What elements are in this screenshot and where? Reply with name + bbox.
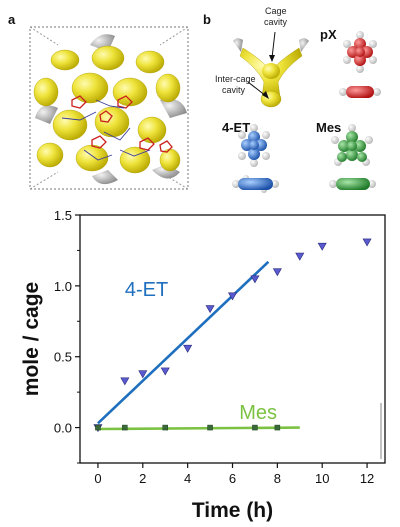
data-point-4et xyxy=(120,377,130,386)
data-point-mes xyxy=(252,424,258,431)
data-point-mes xyxy=(207,424,213,431)
fit-line-4et xyxy=(97,260,270,425)
data-point-mes xyxy=(274,424,281,431)
data-point-4et xyxy=(362,238,372,247)
intercage-cavity-label-line1: Inter-cage xyxy=(215,74,256,84)
x-tick-label: 12 xyxy=(360,471,374,486)
data-point-mes xyxy=(162,424,168,431)
y-tick-label: 1.0 xyxy=(54,279,72,294)
intercage-cavity-label-line2: cavity xyxy=(222,85,246,95)
data-point-4et xyxy=(317,242,327,251)
x-tick-label: 0 xyxy=(94,471,101,486)
data-point-mes xyxy=(95,424,101,431)
adsorption-chart: 0 2 4 6 8 10 12 0.0 0.5 1.0 1.5 Time (h) mole / ca… xyxy=(20,208,386,522)
cage-cavity-label-line1: Cage xyxy=(265,6,287,16)
data-point-4et xyxy=(227,292,238,301)
y-tick-label: 0.5 xyxy=(54,350,72,365)
mes-molecule-image xyxy=(329,124,376,190)
data-point-4et xyxy=(160,367,170,376)
et-molecule-image xyxy=(232,124,279,193)
data-point-4et xyxy=(250,275,260,284)
panel-label-b: b xyxy=(203,12,211,27)
data-point-4et xyxy=(272,268,282,277)
data-point-4et xyxy=(205,305,215,314)
data-point-4et xyxy=(138,370,148,379)
fit-line-mes xyxy=(97,426,300,431)
data-point-4et xyxy=(295,252,305,261)
molecule-label-px: pX xyxy=(320,27,337,42)
data-point-mes xyxy=(122,424,128,431)
molecule-label-mes: Mes xyxy=(316,120,341,135)
x-tick-label: 8 xyxy=(274,471,281,486)
px-molecule-image xyxy=(339,31,381,98)
y-axis-title: mole / cage xyxy=(20,282,43,396)
series-label-mes: Mes xyxy=(239,402,277,424)
series-label-4et: 4-ET xyxy=(125,279,168,301)
x-tick-label: 6 xyxy=(229,471,236,486)
cage-cavity-label-line2: cavity xyxy=(264,17,288,27)
panel-label-a: a xyxy=(8,12,16,27)
cage-structure-image xyxy=(29,26,189,190)
x-tick-label: 10 xyxy=(315,471,329,486)
cavity-schematic xyxy=(233,31,309,108)
x-tick-label: 4 xyxy=(184,471,191,486)
data-point-4et xyxy=(183,344,193,353)
x-axis-title: Time (h) xyxy=(192,499,273,522)
y-tick-label: 0.0 xyxy=(54,421,72,436)
y-tick-label: 1.5 xyxy=(54,208,72,223)
x-tick-label: 2 xyxy=(139,471,146,486)
molecule-label-4et: 4-ET xyxy=(222,120,250,135)
